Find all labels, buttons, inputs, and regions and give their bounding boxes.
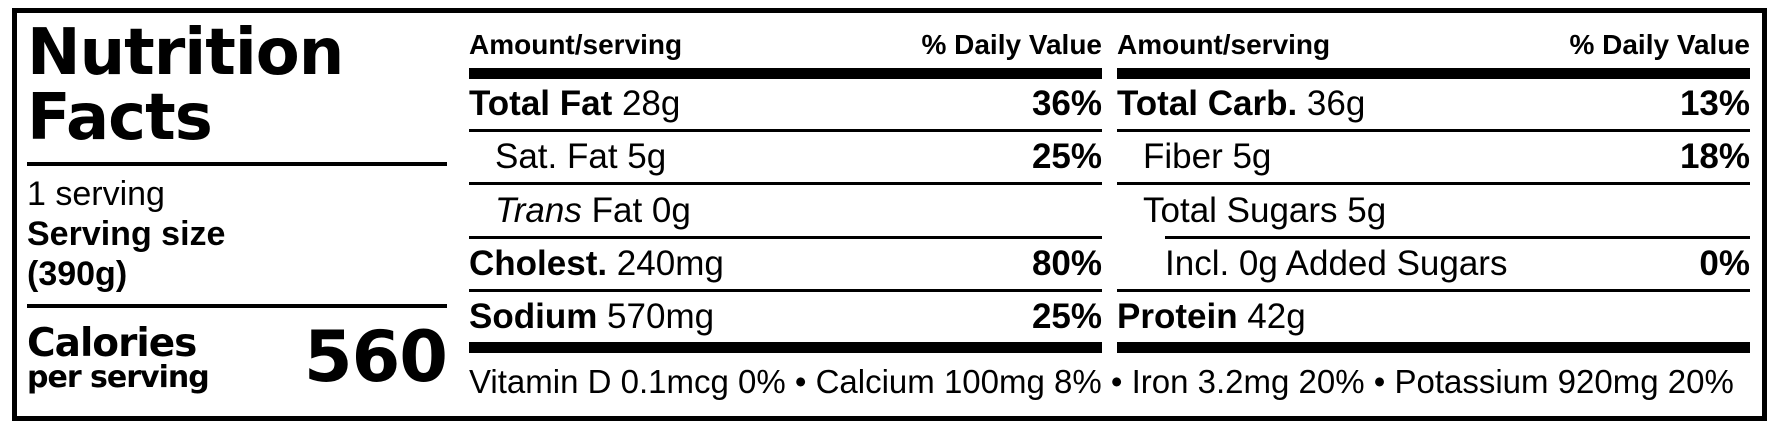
nutrient-name-rest: Total Sugars 5g [1143, 190, 1387, 230]
nutrient-name-rest: Incl. 0g Added Sugars [1165, 243, 1508, 283]
title-line-2: Facts [27, 81, 213, 156]
nutrient-column-left: Amount/serving % Daily Value Total Fat 2… [469, 15, 1102, 354]
nutrient-name-rest: 570mg [597, 296, 715, 336]
nutrient-name-bold: Sodium [469, 296, 598, 336]
nutrient-name: Incl. 0g Added Sugars [1117, 244, 1507, 284]
header-amount-label: Amount/serving [1117, 29, 1331, 60]
serving-size-value: (390g) [27, 254, 128, 293]
serving-size-label: Serving size [27, 214, 226, 253]
daily-value: 25% [1031, 296, 1102, 336]
nutrient-name-bold: Total Carb. [1117, 84, 1298, 124]
header-daily-value-label: % Daily Value [921, 29, 1102, 60]
nutrient-name-bold: Cholest. [469, 243, 608, 283]
nutrient-row-total-carb: Total Carb. 36g 13% [1117, 79, 1750, 133]
daily-value: 0% [1699, 243, 1750, 283]
header-daily-value-label: % Daily Value [1569, 29, 1750, 60]
nutrient-name-bold: Protein [1117, 296, 1238, 336]
vitamins-footer-text: Vitamin D 0.1mcg 0% • Calcium 100mg 8% •… [469, 362, 1734, 400]
nutrient-name: Total Carb. 36g [1117, 84, 1365, 124]
calories-value: 560 [303, 315, 448, 398]
nutrient-name-rest: Fat 0g [581, 190, 691, 230]
nutrient-name: Protein 42g [1117, 297, 1306, 337]
title-line-1: Nutrition [27, 16, 344, 90]
daily-value: 80% [1031, 243, 1102, 283]
nutrition-label: Nutrition Facts 1 serving Serving size (… [12, 8, 1767, 421]
column-header: Amount/serving % Daily Value [1117, 15, 1750, 79]
daily-value: 18% [1679, 137, 1750, 177]
nutrient-columns: Amount/serving % Daily Value Total Fat 2… [469, 15, 1750, 354]
nutrient-name-rest: 240mg [607, 243, 724, 283]
nutrient-row-sat-fat: Sat. Fat 5g 25% [469, 132, 1102, 186]
nutrient-row-added-sugars: Incl. 0g Added Sugars 0% [1117, 239, 1750, 292]
column-header: Amount/serving % Daily Value [469, 15, 1102, 79]
nutrient-name: Fiber 5g [1117, 137, 1271, 177]
nutrient-name-rest: 42g [1237, 296, 1306, 336]
nutrient-column-right: Amount/serving % Daily Value Total Carb.… [1117, 15, 1750, 354]
daily-value: 13% [1679, 84, 1750, 124]
servings-per-container: 1 serving [27, 174, 165, 213]
nutrient-row-fiber: Fiber 5g 18% [1117, 132, 1750, 186]
daily-value: 36% [1031, 84, 1102, 124]
nutrient-row-total-sugars: Total Sugars 5g [1117, 185, 1750, 239]
calories-sublabel: per serving [27, 360, 210, 396]
nutrient-name: Cholest. 240mg [469, 244, 724, 284]
divider [27, 161, 447, 166]
header-amount-label: Amount/serving [469, 29, 683, 60]
nutrient-name: Sodium 570mg [469, 297, 714, 337]
nutrient-name-rest: 36g [1297, 84, 1366, 124]
nutrient-row-protein: Protein 42g [1117, 292, 1750, 354]
nutrient-row-cholesterol: Cholest. 240mg 80% [469, 239, 1102, 292]
nutrient-name-rest: 28g [612, 84, 681, 124]
nutrient-name: Sat. Fat 5g [469, 137, 666, 177]
serving-block: 1 serving Serving size (390g) [27, 174, 447, 294]
nutrient-name-bold: Total Fat [469, 84, 613, 124]
vitamins-footer: Vitamin D 0.1mcg 0% • Calcium 100mg 8% •… [469, 353, 1750, 410]
nutrient-name-rest: Sat. Fat 5g [495, 137, 667, 177]
nutrient-panel: Amount/serving % Daily Value Total Fat 2… [469, 15, 1750, 410]
nutrient-name: Trans Fat 0g [469, 191, 691, 231]
left-panel: Nutrition Facts 1 serving Serving size (… [27, 15, 448, 410]
calories-block: Calories per serving 560 [27, 308, 448, 410]
nutrient-name-rest: Fiber 5g [1143, 137, 1272, 177]
nutrient-name-italic: Trans [495, 190, 582, 230]
nutrient-row-sodium: Sodium 570mg 25% [469, 292, 1102, 354]
daily-value: 25% [1031, 137, 1102, 177]
calories-label: Calories [27, 321, 197, 367]
divider [27, 303, 447, 308]
nutrient-row-trans-fat: Trans Fat 0g [469, 185, 1102, 239]
label-title: Nutrition Facts [27, 16, 447, 156]
nutrient-name: Total Sugars 5g [1117, 191, 1386, 231]
nutrient-name: Total Fat 28g [469, 84, 680, 124]
calories-labels: Calories per serving [27, 321, 210, 396]
nutrient-row-total-fat: Total Fat 28g 36% [469, 79, 1102, 133]
